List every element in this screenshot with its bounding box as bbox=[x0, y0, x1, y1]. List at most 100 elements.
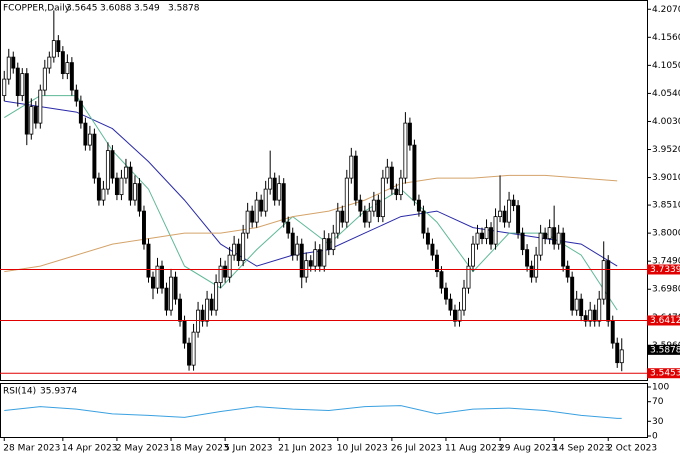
candle-body bbox=[565, 265, 570, 278]
candle-body bbox=[457, 309, 462, 322]
y-tick-label: 4.0030 bbox=[652, 117, 680, 127]
candle-body bbox=[187, 342, 192, 366]
x-tick-label: 29 Aug 2023 bbox=[499, 444, 557, 454]
candle-body bbox=[353, 155, 358, 201]
level-box bbox=[647, 368, 680, 379]
candle-body bbox=[218, 265, 223, 284]
candle-body bbox=[128, 166, 133, 201]
candle-body bbox=[443, 287, 448, 300]
x-tick-label: 26 Jul 2023 bbox=[391, 444, 442, 454]
candle-body bbox=[160, 265, 164, 289]
candle-body bbox=[358, 199, 363, 212]
rsi-tick-label: 100 bbox=[652, 383, 669, 393]
candle-body bbox=[78, 100, 83, 124]
x-tick-label: 5 Jun 2023 bbox=[224, 444, 272, 454]
x-tick-label: 2 May 2023 bbox=[116, 444, 169, 454]
candle-body bbox=[489, 227, 494, 245]
candle-body bbox=[227, 254, 232, 278]
rsi-tick-label: 30 bbox=[652, 417, 664, 427]
candle-body bbox=[615, 342, 620, 364]
candle-body bbox=[92, 133, 97, 179]
candle-body bbox=[344, 177, 349, 223]
candle-body bbox=[241, 232, 246, 262]
candle-body bbox=[223, 265, 228, 278]
price-label: 3.5878 bbox=[650, 345, 680, 355]
candle-body bbox=[281, 183, 286, 223]
candle-body bbox=[142, 210, 146, 245]
candle-body bbox=[389, 166, 394, 190]
candle-body bbox=[155, 265, 160, 289]
y-tick-label: 4.2070 bbox=[652, 5, 680, 15]
rsi-value: 35.9374 bbox=[40, 387, 77, 397]
candle-body bbox=[448, 298, 453, 311]
candle-body bbox=[263, 188, 268, 212]
rsi-tick-label: 0 bbox=[652, 432, 658, 442]
candle-body bbox=[236, 243, 241, 262]
candle-body bbox=[326, 238, 331, 251]
candle-body bbox=[516, 205, 521, 234]
candle-body bbox=[173, 276, 178, 300]
candle-body bbox=[65, 62, 70, 75]
price-box bbox=[647, 344, 680, 355]
rsi-line bbox=[4, 405, 622, 419]
y-tick-label: 3.8510 bbox=[652, 201, 680, 211]
candle-body bbox=[398, 177, 403, 196]
candle-body bbox=[538, 232, 543, 256]
candle-body bbox=[367, 210, 372, 223]
candle-body bbox=[60, 51, 65, 75]
candle-body bbox=[610, 320, 615, 344]
candle-body bbox=[484, 227, 489, 240]
candle-body bbox=[335, 210, 340, 234]
candle-body bbox=[543, 232, 548, 240]
candle-body bbox=[178, 298, 183, 322]
candle-body bbox=[317, 249, 322, 267]
x-tick-label: 10 Jul 2023 bbox=[337, 444, 388, 454]
y-tick-label: 3.9520 bbox=[652, 145, 680, 155]
y-tick-label: 4.0540 bbox=[652, 89, 680, 99]
candle-body bbox=[313, 249, 318, 267]
y-tick-label: 3.8000 bbox=[652, 229, 680, 239]
y-tick-label: 3.6980 bbox=[652, 285, 680, 295]
candle-body bbox=[511, 199, 516, 207]
candle-body bbox=[498, 210, 503, 218]
candle-body bbox=[209, 298, 214, 311]
candle-body bbox=[597, 298, 602, 322]
candle-body bbox=[430, 243, 435, 256]
candle-body bbox=[96, 177, 101, 201]
low: 3.549 bbox=[134, 4, 160, 14]
candle-body bbox=[475, 232, 480, 245]
candle-body bbox=[182, 320, 187, 344]
x-tick-label: 21 Jun 2023 bbox=[278, 444, 332, 454]
candle-body bbox=[268, 177, 273, 190]
candle-body bbox=[110, 150, 115, 179]
candle-body bbox=[439, 271, 444, 289]
candle-body bbox=[579, 298, 584, 317]
candle-body bbox=[588, 309, 593, 322]
candle-body bbox=[547, 227, 552, 240]
candle-body bbox=[308, 260, 313, 267]
candle-body bbox=[376, 199, 381, 218]
candle-body bbox=[299, 243, 304, 278]
candle-body bbox=[362, 210, 367, 223]
candle-body bbox=[304, 260, 309, 278]
candle-body bbox=[340, 210, 345, 223]
candle-body bbox=[254, 199, 259, 223]
candle-body bbox=[556, 232, 561, 245]
candle-body bbox=[87, 133, 92, 146]
candle-body bbox=[534, 254, 539, 278]
moving-average bbox=[4, 95, 618, 311]
candle-body bbox=[232, 243, 237, 256]
candle-body bbox=[295, 243, 300, 256]
candle-body bbox=[493, 216, 498, 245]
candle-body bbox=[42, 67, 47, 91]
candle-body bbox=[15, 67, 20, 97]
candle-body bbox=[250, 210, 255, 223]
candle-body bbox=[574, 298, 579, 311]
candle-body bbox=[69, 62, 74, 91]
x-tick-label: 2 Oct 2023 bbox=[607, 444, 657, 454]
candle-body bbox=[24, 73, 29, 135]
level-label: 3.6412 bbox=[650, 316, 680, 326]
candle-body bbox=[583, 315, 588, 322]
candle-body bbox=[331, 232, 336, 251]
close: 3.5878 bbox=[168, 4, 200, 14]
